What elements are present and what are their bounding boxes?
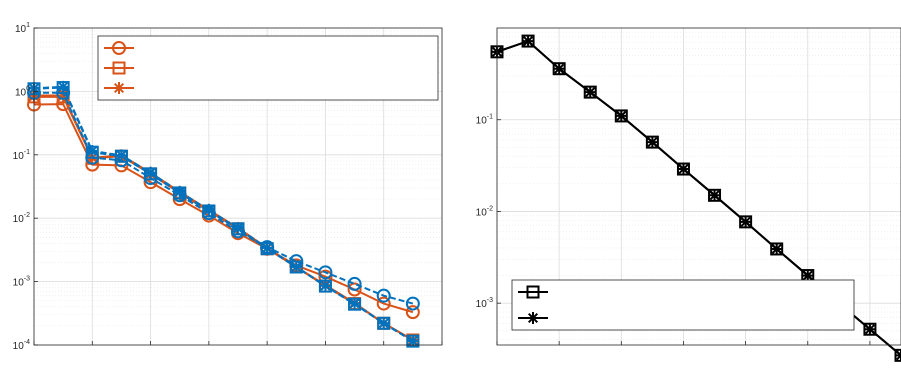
y-tick-label: 10-2 xyxy=(476,205,493,218)
y-tick-label: 10-1 xyxy=(476,114,493,127)
y-tick-label-exp: -2 xyxy=(487,205,493,212)
data-point xyxy=(348,297,361,310)
data-point xyxy=(347,282,362,297)
y-tick-label: 10-1 xyxy=(13,149,30,162)
y-tick-label-exp: 1 xyxy=(26,22,30,29)
data-point xyxy=(377,317,390,330)
legend-swatch-marker xyxy=(112,41,126,55)
y-tick-label: 10-3 xyxy=(476,297,493,310)
data-point xyxy=(406,335,419,348)
data-point xyxy=(553,62,566,75)
data-point xyxy=(290,260,303,273)
data-point xyxy=(376,296,391,311)
y-tick-label: 101 xyxy=(15,22,30,35)
y-tick-label-exp: -4 xyxy=(24,339,30,346)
data-point xyxy=(232,222,244,235)
data-point xyxy=(86,144,99,157)
legend-box xyxy=(511,279,855,331)
legend xyxy=(511,279,855,331)
data-point xyxy=(376,288,391,303)
data-point xyxy=(770,242,783,255)
y-tick-label: 10-4 xyxy=(13,339,30,352)
data-point xyxy=(261,241,274,254)
y-tick-label-exp: -1 xyxy=(487,114,493,121)
data-point xyxy=(318,265,333,280)
data-point xyxy=(584,86,597,99)
legend-swatch-marker xyxy=(527,312,539,324)
data-point xyxy=(646,136,659,149)
legend-swatch-marker xyxy=(112,61,126,75)
y-tick-label-exp: -3 xyxy=(487,297,493,304)
data-point xyxy=(319,279,332,292)
data-point xyxy=(405,296,420,311)
data-point xyxy=(801,269,814,282)
y-tick-label-exp: 0 xyxy=(26,85,30,92)
y-tick-label: 100 xyxy=(15,85,30,98)
y-tick-label-exp: -2 xyxy=(24,212,30,219)
data-point xyxy=(115,149,128,162)
data-point xyxy=(347,276,362,291)
y-tick-label-base: 10 xyxy=(476,116,488,127)
legend xyxy=(97,35,439,101)
axes-frame xyxy=(496,27,901,346)
data-point xyxy=(615,109,628,122)
y-tick-label-base: 10 xyxy=(13,278,25,289)
data-point xyxy=(57,89,70,102)
y-tick-label: 10-2 xyxy=(13,212,30,225)
legend-box xyxy=(97,35,439,101)
data-point xyxy=(677,163,690,176)
y-tick-label-base: 10 xyxy=(15,24,27,35)
y-tick-label-base: 10 xyxy=(13,151,25,162)
y-tick-label-base: 10 xyxy=(476,207,488,218)
y-tick-label-base: 10 xyxy=(13,341,25,352)
data-point xyxy=(173,185,186,198)
y-tick-label-exp: -1 xyxy=(24,149,30,156)
legend-swatch-marker xyxy=(113,82,125,94)
axes-frame xyxy=(33,27,443,346)
data-point xyxy=(405,305,420,320)
chart-relative-l2-errors: 10-110-210-3 xyxy=(476,27,901,362)
data-point xyxy=(144,166,157,179)
y-tick-label-base: 10 xyxy=(13,214,25,225)
data-point xyxy=(202,203,215,216)
legend-swatch-marker xyxy=(526,285,540,299)
data-point xyxy=(739,215,752,228)
data-point xyxy=(57,80,70,93)
data-point xyxy=(863,323,876,336)
y-tick-label-base: 10 xyxy=(476,299,488,310)
y-tick-label-exp: -3 xyxy=(24,276,30,283)
data-point xyxy=(708,189,721,202)
y-tick-label-base: 10 xyxy=(15,87,27,98)
data-point xyxy=(522,35,535,48)
y-tick-label: 10-3 xyxy=(13,276,30,289)
